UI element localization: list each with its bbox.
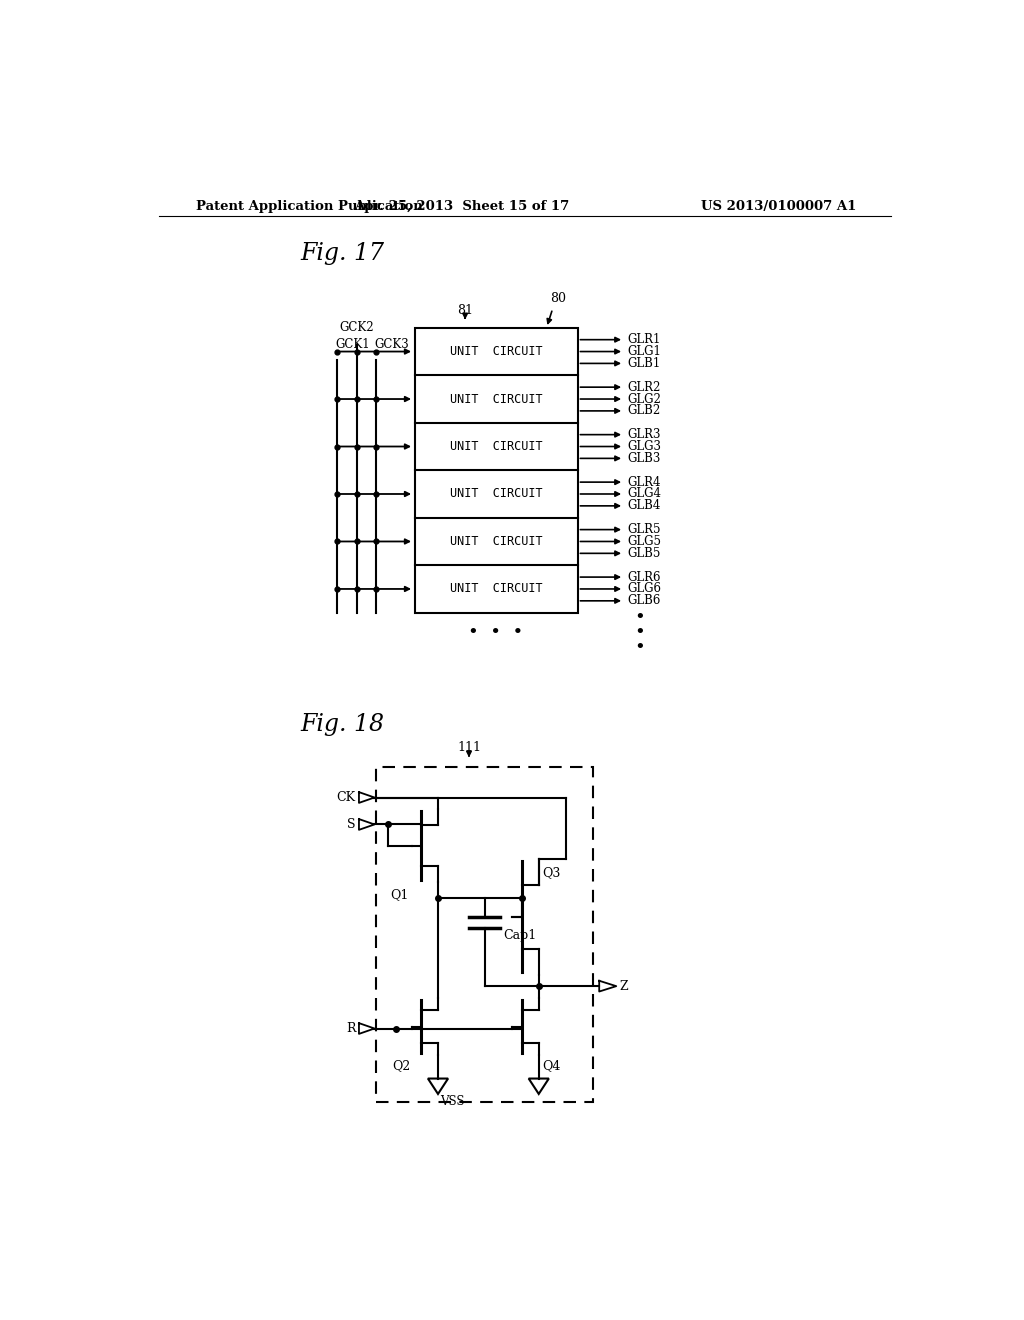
- Text: GLG2: GLG2: [627, 392, 660, 405]
- Text: 111: 111: [457, 741, 481, 754]
- Text: GLR2: GLR2: [627, 380, 660, 393]
- Text: GLG3: GLG3: [627, 440, 662, 453]
- Text: Fig. 17: Fig. 17: [300, 242, 384, 264]
- Text: UNIT  CIRCUIT: UNIT CIRCUIT: [450, 582, 543, 595]
- Text: GLB1: GLB1: [627, 356, 660, 370]
- Text: Cap1: Cap1: [503, 929, 537, 942]
- Text: •  •  •: • • •: [469, 623, 523, 642]
- Text: GLR6: GLR6: [627, 570, 660, 583]
- Text: US 2013/0100007 A1: US 2013/0100007 A1: [701, 199, 856, 213]
- Text: UNIT  CIRCUIT: UNIT CIRCUIT: [450, 487, 543, 500]
- Text: 80: 80: [550, 292, 566, 305]
- Text: GLB3: GLB3: [627, 451, 660, 465]
- Text: Q4: Q4: [543, 1059, 561, 1072]
- Text: GLB5: GLB5: [627, 546, 660, 560]
- Text: GLB4: GLB4: [627, 499, 660, 512]
- Text: UNIT  CIRCUIT: UNIT CIRCUIT: [450, 392, 543, 405]
- Text: Apr. 25, 2013  Sheet 15 of 17: Apr. 25, 2013 Sheet 15 of 17: [353, 199, 569, 213]
- Text: R: R: [346, 1022, 356, 1035]
- Text: Q3: Q3: [543, 866, 561, 879]
- Text: GCK2: GCK2: [339, 321, 374, 334]
- Text: UNIT  CIRCUIT: UNIT CIRCUIT: [450, 440, 543, 453]
- Text: GLB2: GLB2: [627, 404, 660, 417]
- Text: GLR1: GLR1: [627, 333, 660, 346]
- Text: S: S: [347, 818, 356, 832]
- Text: UNIT  CIRCUIT: UNIT CIRCUIT: [450, 345, 543, 358]
- Text: GLR4: GLR4: [627, 475, 660, 488]
- Text: GLG6: GLG6: [627, 582, 662, 595]
- Text: Z: Z: [620, 979, 628, 993]
- Text: GLR5: GLR5: [627, 523, 660, 536]
- Text: 81: 81: [457, 304, 473, 317]
- FancyBboxPatch shape: [376, 767, 593, 1102]
- Text: GLG5: GLG5: [627, 535, 662, 548]
- Text: Fig. 18: Fig. 18: [300, 713, 384, 735]
- Text: GCK1: GCK1: [336, 338, 371, 351]
- Text: Q1: Q1: [390, 888, 409, 902]
- Text: GLB6: GLB6: [627, 594, 660, 607]
- Text: GLR3: GLR3: [627, 428, 660, 441]
- Text: GCK3: GCK3: [375, 338, 410, 351]
- Bar: [415, 327, 578, 612]
- Text: VSS: VSS: [440, 1096, 465, 1109]
- Text: Patent Application Publication: Patent Application Publication: [197, 199, 423, 213]
- Text: UNIT  CIRCUIT: UNIT CIRCUIT: [450, 535, 543, 548]
- Text: Q2: Q2: [392, 1059, 410, 1072]
- Text: •
•
•: • • •: [634, 607, 645, 656]
- Text: GLG1: GLG1: [627, 345, 660, 358]
- Text: GLG4: GLG4: [627, 487, 662, 500]
- Text: CK: CK: [337, 791, 356, 804]
